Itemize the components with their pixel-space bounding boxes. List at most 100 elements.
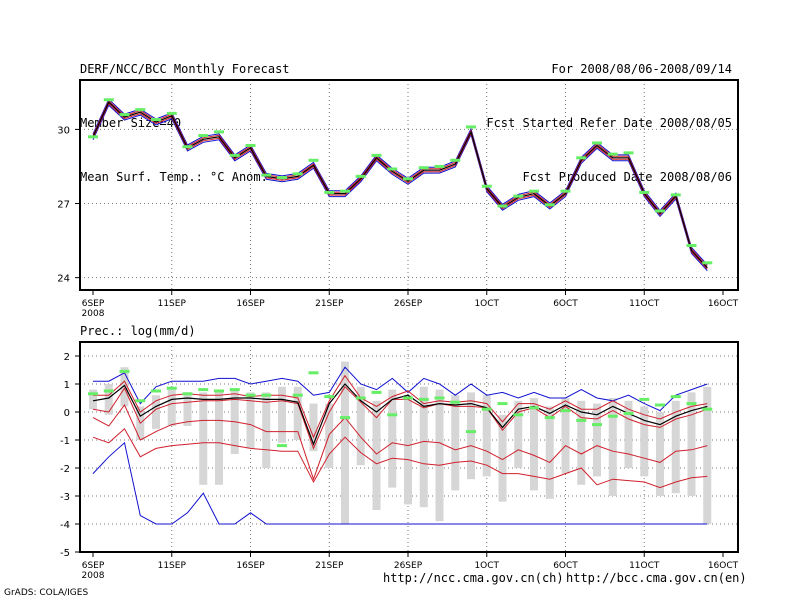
spread-box bbox=[530, 398, 538, 491]
member-mark bbox=[639, 190, 650, 194]
member-mark bbox=[655, 209, 665, 213]
member-mark bbox=[592, 423, 602, 427]
member-mark bbox=[623, 151, 634, 155]
bcc-link[interactable]: http://bcc.cma.gov.cn(en) bbox=[566, 571, 747, 585]
spread-box bbox=[183, 392, 192, 426]
spread-low-line bbox=[92, 102, 708, 270]
spread-box bbox=[246, 392, 255, 449]
plot-frame bbox=[79, 79, 739, 291]
y-tick-label: 2 bbox=[64, 352, 70, 363]
spread-box bbox=[356, 386, 365, 466]
spread-box bbox=[451, 395, 460, 491]
member-mark bbox=[355, 396, 366, 400]
member-mark bbox=[261, 393, 272, 397]
x-tick-label: 16SEP bbox=[236, 299, 265, 309]
member-mark bbox=[324, 395, 335, 399]
y-tick-label: -2 bbox=[60, 464, 70, 475]
x-tick-label: 6OCT bbox=[553, 299, 578, 309]
member-mark bbox=[639, 397, 650, 401]
y-tick-label: -1 bbox=[60, 436, 70, 447]
member-mark bbox=[655, 403, 665, 407]
x-tick-label: 26SEP bbox=[394, 299, 423, 309]
header-left: DERF/NCC/BCC Monthly Forecast Member Siz… bbox=[80, 24, 290, 204]
spread-box bbox=[577, 400, 586, 485]
spread-box bbox=[104, 384, 113, 415]
x-tick-label: 11OCT bbox=[629, 561, 660, 571]
member-mark bbox=[103, 98, 114, 102]
spread-box bbox=[167, 389, 176, 426]
x-tick-label: 11SEP bbox=[158, 561, 187, 571]
spread-box bbox=[671, 400, 680, 494]
spread-box bbox=[262, 392, 271, 468]
member-mark bbox=[340, 416, 350, 420]
grads-credit: GrADS: COLA/IGES bbox=[4, 588, 89, 598]
y-tick-label: 0 bbox=[64, 408, 70, 419]
member-mark bbox=[229, 388, 240, 392]
member-mark bbox=[560, 409, 571, 413]
y-tick-label: -5 bbox=[60, 548, 70, 559]
y-tick-label: 24 bbox=[57, 274, 70, 285]
member-mark bbox=[529, 189, 539, 193]
spread-box bbox=[341, 361, 349, 524]
spread-box bbox=[388, 389, 397, 488]
member-mark bbox=[686, 402, 697, 406]
forecast-title: DERF/NCC/BCC Monthly Forecast bbox=[80, 62, 290, 76]
spread-box bbox=[309, 403, 318, 452]
member-mark bbox=[151, 118, 161, 122]
y-tick-label: 1 bbox=[64, 380, 70, 391]
spread-box bbox=[467, 392, 475, 480]
spread-box bbox=[687, 392, 696, 496]
plot-frame bbox=[79, 341, 739, 553]
member-mark bbox=[497, 402, 508, 406]
member-mark bbox=[513, 413, 524, 417]
member-mark bbox=[403, 396, 413, 400]
member-mark bbox=[702, 261, 713, 265]
y-tick-label: 27 bbox=[57, 200, 70, 211]
member-mark bbox=[544, 416, 555, 420]
x-tick-label: 6OCT bbox=[553, 561, 578, 571]
member-mark bbox=[466, 430, 476, 434]
member-mark bbox=[261, 173, 272, 177]
lower-line bbox=[92, 386, 708, 450]
x-year-label: 2008 bbox=[82, 309, 105, 319]
member-mark bbox=[324, 190, 335, 194]
member-mark bbox=[166, 386, 177, 390]
member-mark bbox=[544, 203, 555, 207]
spread-box bbox=[703, 386, 712, 524]
member-mark bbox=[355, 174, 366, 178]
spread-box bbox=[278, 386, 286, 443]
range-high-line bbox=[92, 98, 708, 266]
member-mark bbox=[119, 369, 130, 373]
x-tick-label: 11OCT bbox=[629, 299, 660, 309]
range-low-line bbox=[92, 104, 708, 272]
header-right: For 2008/08/06-2008/09/14 Fcst Started R… bbox=[486, 24, 732, 204]
member-mark bbox=[403, 177, 413, 181]
spread-box bbox=[561, 398, 570, 474]
member-mark bbox=[450, 158, 461, 162]
ensemble-mean-line bbox=[92, 101, 708, 269]
member-mark bbox=[308, 371, 319, 375]
upper-line bbox=[93, 374, 708, 439]
member-mark bbox=[481, 184, 492, 188]
x-tick-label: 1OCT bbox=[474, 561, 499, 571]
member-mark bbox=[182, 145, 193, 149]
spread-high-line bbox=[92, 99, 708, 267]
spread-box bbox=[545, 406, 554, 499]
member-mark bbox=[497, 204, 508, 208]
low3-line bbox=[92, 428, 708, 489]
member-mark bbox=[702, 407, 713, 411]
precipitation-panel: Prec.: log(mm/d) 6SEP 11SEP 16SEP 21SEP 26SEP… bbox=[60, 324, 739, 581]
member-mark bbox=[340, 189, 350, 193]
member-mark bbox=[135, 399, 146, 403]
member-mark bbox=[434, 396, 445, 400]
member-mark bbox=[308, 158, 319, 162]
member-mark bbox=[151, 389, 161, 393]
member-mark bbox=[277, 176, 287, 180]
spread-box bbox=[435, 389, 444, 522]
x-tick-label: 6SEP bbox=[82, 299, 105, 309]
ncc-link[interactable]: http://ncc.cma.gov.cn(ch) bbox=[383, 571, 564, 585]
spread-box bbox=[640, 406, 649, 477]
member-mark bbox=[607, 152, 618, 156]
low2-line bbox=[92, 404, 708, 481]
